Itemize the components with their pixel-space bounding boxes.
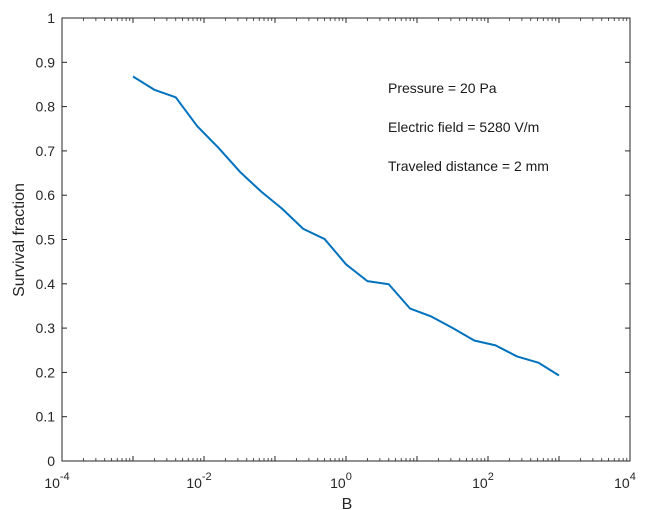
annotation-pressure: Pressure = 20 Pa — [388, 80, 497, 96]
plot-frame — [61, 17, 631, 462]
y-tick-label: 0.2 — [36, 364, 56, 380]
x-tick-label: 102 — [472, 471, 494, 491]
x-tick-labels: 10-4 10-2 100 102 104 — [44, 471, 636, 491]
y-tick-label: 0.4 — [36, 276, 56, 292]
y-tick-label: 0.8 — [36, 99, 56, 115]
y-tick-label: 0.6 — [36, 187, 56, 203]
y-axis-label: Survival fraction — [11, 183, 28, 297]
annotation-distance: Traveled distance = 2 mm — [388, 158, 549, 174]
y-tick-labels: 0 0.1 0.2 0.3 0.4 0.5 0.6 0.7 0.8 0.9 1 — [36, 10, 56, 469]
x-tick-label: 100 — [330, 471, 352, 491]
y-tick-label: 0.9 — [36, 54, 56, 70]
x-tick-label: 10-4 — [44, 471, 69, 491]
y-tick-label: 0.7 — [36, 143, 56, 159]
x-axis-label: B — [342, 496, 353, 510]
x-tick-label: 104 — [614, 471, 636, 491]
y-tick-label: 0.5 — [36, 232, 56, 248]
y-tick-label: 1 — [47, 10, 55, 26]
data-points — [132, 76, 560, 376]
y-tick-label: 0.3 — [36, 320, 56, 336]
y-tick-label: 0.1 — [36, 409, 56, 425]
y-tick-label: 0 — [47, 453, 55, 469]
annotation-electric-field: Electric field = 5280 V/m — [388, 119, 539, 135]
x-tick-label: 10-2 — [186, 471, 211, 491]
